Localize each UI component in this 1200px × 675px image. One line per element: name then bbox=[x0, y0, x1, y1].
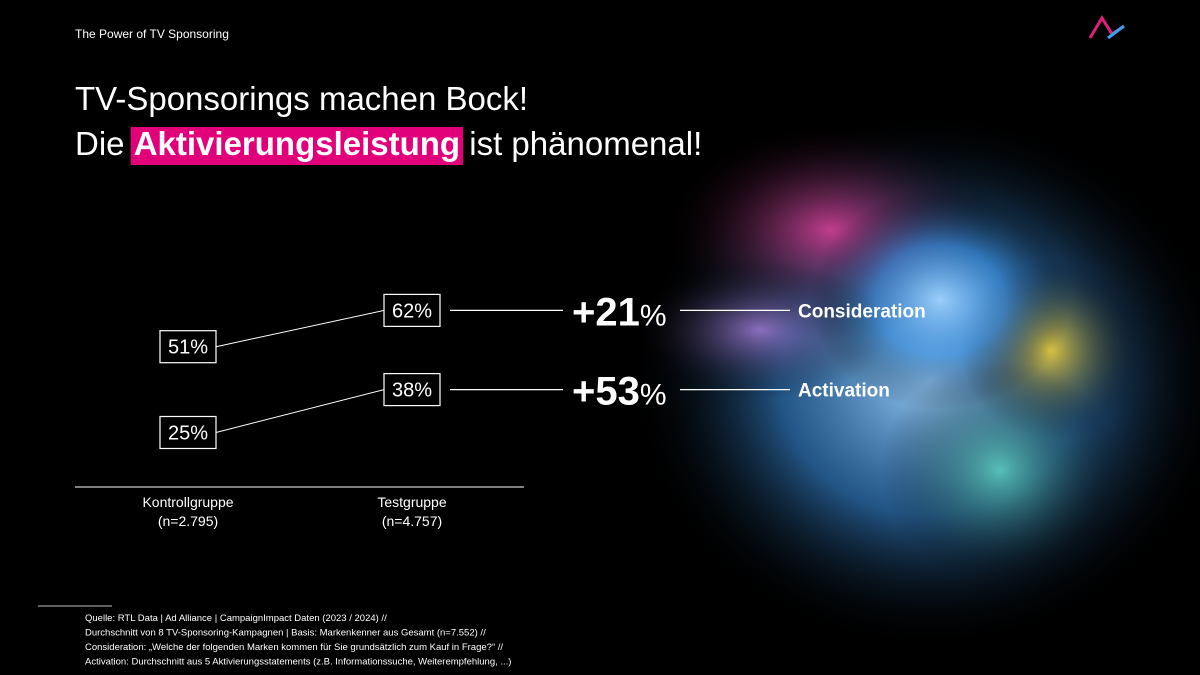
x-tick-note: (n=4.757) bbox=[382, 513, 442, 529]
series-name: Activation bbox=[798, 381, 890, 402]
footnote: Quelle: RTL Data | Ad Alliance | Campaig… bbox=[85, 613, 387, 624]
value-label: 62% bbox=[392, 300, 432, 322]
series-name: Consideration bbox=[798, 301, 926, 322]
value-label: 51% bbox=[168, 337, 208, 359]
footnote: Consideration: „Welche der folgenden Mar… bbox=[85, 642, 503, 653]
title-part: ist phänomenal! bbox=[469, 125, 702, 162]
title-highlight-text: Aktivierungsleistung bbox=[134, 125, 460, 162]
footnote: Activation: Durchschnitt aus 5 Aktivieru… bbox=[85, 657, 511, 668]
change-unit: % bbox=[640, 379, 667, 412]
change-unit: % bbox=[640, 299, 667, 332]
value-box bbox=[159, 330, 217, 364]
footnote: Durchschnitt von 8 TV-Sponsoring-Kampagn… bbox=[85, 628, 486, 639]
value-label: 25% bbox=[168, 423, 208, 445]
change-number: +21 bbox=[572, 290, 640, 334]
change-label: +53% bbox=[572, 370, 667, 414]
value-box bbox=[383, 373, 441, 407]
value-box bbox=[159, 415, 217, 450]
title-line: Die Aktivierungsleistung ist phänomenal! bbox=[75, 125, 702, 162]
title-line: TV-Sponsorings machen Bock! bbox=[75, 80, 528, 117]
slope-line bbox=[215, 389, 385, 433]
slope-line bbox=[215, 309, 385, 348]
title-part: Die bbox=[75, 125, 125, 162]
logo bbox=[1088, 15, 1125, 40]
change-number: +53 bbox=[572, 370, 640, 414]
title-highlight bbox=[130, 127, 464, 165]
header: The Power of TV Sponsoring bbox=[75, 27, 229, 41]
change-label: +21% bbox=[572, 290, 667, 334]
x-tick-label: Testgruppe bbox=[377, 494, 446, 510]
x-tick-note: (n=2.795) bbox=[158, 513, 218, 529]
x-tick-label: Kontrollgruppe bbox=[142, 494, 233, 510]
value-label: 38% bbox=[392, 380, 432, 402]
color-explosion bbox=[630, 110, 1200, 650]
value-box bbox=[383, 293, 441, 327]
